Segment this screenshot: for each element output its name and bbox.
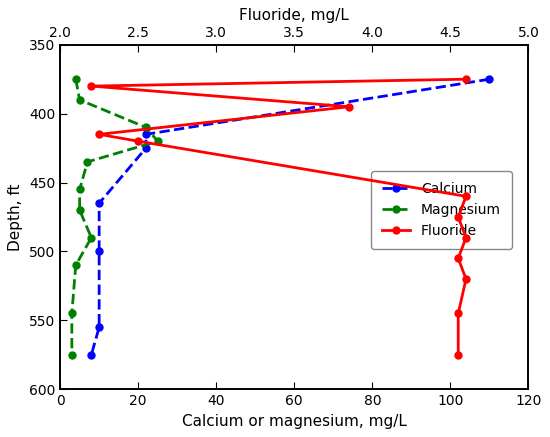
Line: Calcium: Calcium [88, 76, 493, 358]
X-axis label: Fluoride, mg/L: Fluoride, mg/L [239, 8, 349, 23]
Magnesium [142, 125, 149, 130]
Calcium [88, 352, 95, 357]
Magnesium [76, 208, 83, 213]
Fluoride [135, 139, 141, 144]
Fluoride [455, 256, 461, 261]
Fluoride [88, 83, 95, 89]
Magnesium [76, 187, 83, 192]
Fluoride [455, 215, 461, 220]
Fluoride [463, 235, 469, 240]
Magnesium [76, 97, 83, 103]
Magnesium [69, 352, 75, 357]
X-axis label: Calcium or magnesium, mg/L: Calcium or magnesium, mg/L [182, 414, 407, 429]
Line: Fluoride: Fluoride [88, 76, 470, 358]
Fluoride [345, 104, 352, 109]
Fluoride [455, 352, 461, 357]
Calcium [142, 132, 149, 137]
Magnesium [88, 235, 95, 240]
Fluoride [463, 194, 469, 199]
Calcium [142, 146, 149, 151]
Fluoride [455, 311, 461, 316]
Magnesium [73, 76, 79, 82]
Calcium [96, 249, 102, 254]
Magnesium [73, 263, 79, 268]
Magnesium [69, 311, 75, 316]
Fluoride [463, 76, 469, 82]
Line: Magnesium: Magnesium [68, 76, 161, 358]
Fluoride [96, 132, 102, 137]
Legend: Calcium, Magnesium, Fluoride: Calcium, Magnesium, Fluoride [371, 171, 512, 249]
Fluoride [463, 276, 469, 281]
Y-axis label: Depth, ft: Depth, ft [8, 183, 23, 251]
Calcium [96, 325, 102, 330]
Magnesium [155, 139, 161, 144]
Magnesium [84, 159, 91, 164]
Calcium [486, 76, 493, 82]
Calcium [96, 201, 102, 206]
